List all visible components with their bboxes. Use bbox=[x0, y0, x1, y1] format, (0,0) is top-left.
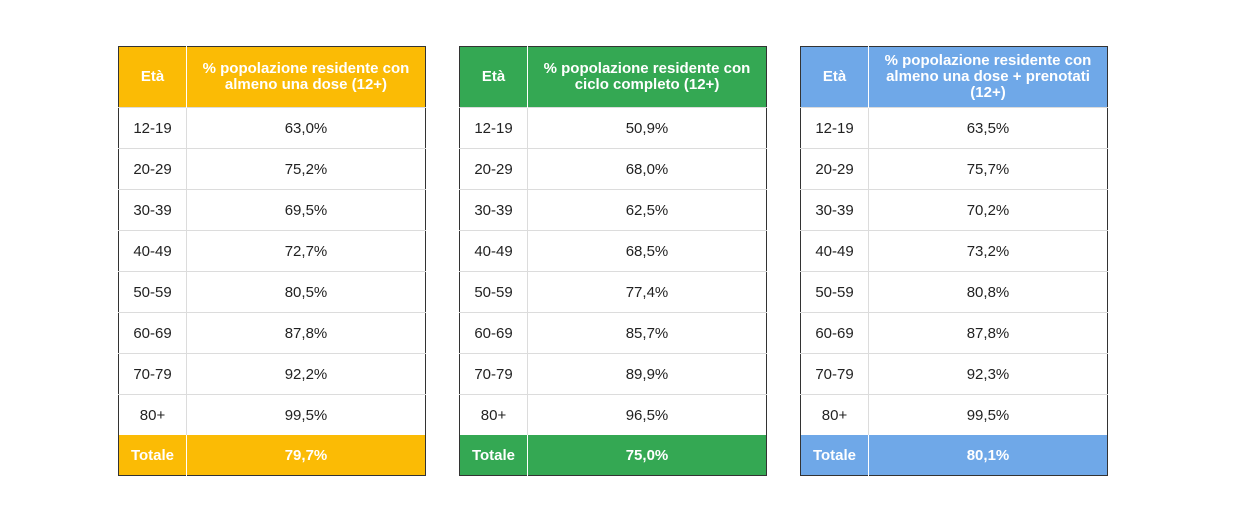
value-cell: 70,2% bbox=[868, 189, 1108, 231]
age-cell: 20-29 bbox=[118, 148, 187, 190]
table-row: 60-69 87,8% bbox=[118, 312, 426, 354]
table-row: 40-49 72,7% bbox=[118, 230, 426, 272]
age-cell: 60-69 bbox=[118, 312, 187, 354]
value-cell: 85,7% bbox=[527, 312, 767, 354]
total-row: Totale 79,7% bbox=[118, 435, 426, 476]
age-cell: 70-79 bbox=[459, 353, 528, 395]
table-row: 80+ 99,5% bbox=[118, 394, 426, 435]
total-label: Totale bbox=[118, 435, 187, 476]
age-cell: 40-49 bbox=[800, 230, 869, 272]
table-row: 70-79 92,2% bbox=[118, 353, 426, 395]
table-dose-plus-booked: Età % popolazione residente con almeno u… bbox=[800, 46, 1108, 476]
header-age: Età bbox=[118, 46, 187, 108]
table-row: 12-19 63,5% bbox=[800, 107, 1108, 149]
header-age: Età bbox=[459, 46, 528, 108]
total-label: Totale bbox=[459, 435, 528, 476]
age-cell: 40-49 bbox=[118, 230, 187, 272]
value-cell: 62,5% bbox=[527, 189, 767, 231]
value-cell: 68,0% bbox=[527, 148, 767, 190]
value-cell: 99,5% bbox=[186, 394, 426, 435]
age-cell: 60-69 bbox=[800, 312, 869, 354]
value-cell: 80,8% bbox=[868, 271, 1108, 313]
value-cell: 72,7% bbox=[186, 230, 426, 272]
total-value: 79,7% bbox=[186, 435, 426, 476]
table-row: 12-19 63,0% bbox=[118, 107, 426, 149]
age-cell: 30-39 bbox=[800, 189, 869, 231]
age-cell: 70-79 bbox=[800, 353, 869, 395]
table-row: 20-29 68,0% bbox=[459, 148, 767, 190]
value-cell: 92,3% bbox=[868, 353, 1108, 395]
total-row: Totale 75,0% bbox=[459, 435, 767, 476]
header-percentage: % popolazione residente con almeno una d… bbox=[868, 46, 1108, 108]
table-row: 70-79 89,9% bbox=[459, 353, 767, 395]
value-cell: 68,5% bbox=[527, 230, 767, 272]
table-row: 30-39 62,5% bbox=[459, 189, 767, 231]
table-row: 60-69 87,8% bbox=[800, 312, 1108, 354]
age-cell: 80+ bbox=[800, 394, 869, 435]
value-cell: 69,5% bbox=[186, 189, 426, 231]
header-percentage: % popolazione residente con almeno una d… bbox=[186, 46, 426, 108]
age-cell: 50-59 bbox=[459, 271, 528, 313]
age-cell: 50-59 bbox=[118, 271, 187, 313]
value-cell: 50,9% bbox=[527, 107, 767, 149]
table-row: 70-79 92,3% bbox=[800, 353, 1108, 395]
total-value: 75,0% bbox=[527, 435, 767, 476]
age-cell: 30-39 bbox=[118, 189, 187, 231]
age-cell: 80+ bbox=[118, 394, 187, 435]
table-complete-cycle: Età % popolazione residente con ciclo co… bbox=[459, 46, 767, 476]
age-cell: 12-19 bbox=[459, 107, 528, 149]
table-row: 30-39 69,5% bbox=[118, 189, 426, 231]
age-cell: 70-79 bbox=[118, 353, 187, 395]
table-row: 80+ 99,5% bbox=[800, 394, 1108, 435]
age-cell: 12-19 bbox=[800, 107, 869, 149]
age-cell: 20-29 bbox=[459, 148, 528, 190]
table-row: 20-29 75,7% bbox=[800, 148, 1108, 190]
header-row: Età % popolazione residente con almeno u… bbox=[800, 46, 1108, 108]
table-row: 50-59 80,5% bbox=[118, 271, 426, 313]
value-cell: 75,2% bbox=[186, 148, 426, 190]
age-cell: 50-59 bbox=[800, 271, 869, 313]
value-cell: 73,2% bbox=[868, 230, 1108, 272]
age-cell: 80+ bbox=[459, 394, 528, 435]
header-percentage: % popolazione residente con ciclo comple… bbox=[527, 46, 767, 108]
age-cell: 12-19 bbox=[118, 107, 187, 149]
value-cell: 96,5% bbox=[527, 394, 767, 435]
value-cell: 99,5% bbox=[868, 394, 1108, 435]
table-first-dose: Età % popolazione residente con almeno u… bbox=[118, 46, 426, 476]
value-cell: 77,4% bbox=[527, 271, 767, 313]
table-row: 80+ 96,5% bbox=[459, 394, 767, 435]
value-cell: 75,7% bbox=[868, 148, 1108, 190]
table-row: 40-49 73,2% bbox=[800, 230, 1108, 272]
header-row: Età % popolazione residente con ciclo co… bbox=[459, 46, 767, 108]
table-row: 60-69 85,7% bbox=[459, 312, 767, 354]
value-cell: 87,8% bbox=[186, 312, 426, 354]
value-cell: 89,9% bbox=[527, 353, 767, 395]
table-row: 30-39 70,2% bbox=[800, 189, 1108, 231]
table-row: 12-19 50,9% bbox=[459, 107, 767, 149]
age-cell: 60-69 bbox=[459, 312, 528, 354]
age-cell: 30-39 bbox=[459, 189, 528, 231]
value-cell: 63,5% bbox=[868, 107, 1108, 149]
value-cell: 63,0% bbox=[186, 107, 426, 149]
value-cell: 92,2% bbox=[186, 353, 426, 395]
value-cell: 80,5% bbox=[186, 271, 426, 313]
header-row: Età % popolazione residente con almeno u… bbox=[118, 46, 426, 108]
age-cell: 20-29 bbox=[800, 148, 869, 190]
table-row: 20-29 75,2% bbox=[118, 148, 426, 190]
total-label: Totale bbox=[800, 435, 869, 476]
value-cell: 87,8% bbox=[868, 312, 1108, 354]
table-row: 50-59 80,8% bbox=[800, 271, 1108, 313]
table-row: 50-59 77,4% bbox=[459, 271, 767, 313]
total-value: 80,1% bbox=[868, 435, 1108, 476]
header-age: Età bbox=[800, 46, 869, 108]
total-row: Totale 80,1% bbox=[800, 435, 1108, 476]
age-cell: 40-49 bbox=[459, 230, 528, 272]
table-row: 40-49 68,5% bbox=[459, 230, 767, 272]
